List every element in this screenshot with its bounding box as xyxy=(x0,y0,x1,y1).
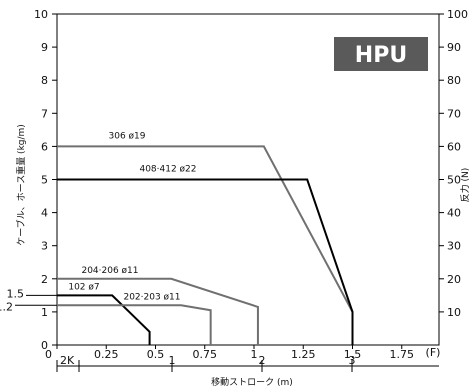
y-tick-label-right-30: 30 xyxy=(447,240,461,253)
y-tick-label-right-10: 10 xyxy=(447,306,461,319)
x-tick-label-f-0-5: 0.5 xyxy=(147,348,165,361)
y-tick-label-right-20: 20 xyxy=(447,273,461,286)
y-tick-label-right-50: 50 xyxy=(447,174,461,187)
x-tick-label-f-1-75: 1.75 xyxy=(390,348,415,361)
series-line-3 xyxy=(57,294,151,345)
hpu-badge-text: HPU xyxy=(355,43,407,68)
x-tick-label-m-1: 1 xyxy=(169,354,176,367)
y-tick-label-left-6: 6 xyxy=(41,140,48,153)
x-tick-label-m-2: 2 xyxy=(259,354,266,367)
y-tick-label-left-10: 10 xyxy=(34,8,48,21)
x-tick-label-m-2K: 2K xyxy=(60,354,75,367)
y-tick-label-left-1-5: 1.5 xyxy=(7,287,25,300)
x-tick-label-f-0-25: 0.25 xyxy=(94,348,119,361)
series-label-1: 408·412 ø22 xyxy=(139,165,196,175)
y-tick-label-left-2: 2 xyxy=(41,273,48,286)
y-tick-label-left-1-2: 1.2 xyxy=(0,300,13,313)
y-tick-label-left-5: 5 xyxy=(41,174,48,187)
x-tick-label-f-0-75: 0.75 xyxy=(193,348,218,361)
series-label-2: 204·206 ø11 xyxy=(81,266,138,276)
y-axis-title-right: 反力 (N) xyxy=(459,168,471,203)
series-label-3: 102 ø7 xyxy=(68,282,99,292)
y-tick-label-right-60: 60 xyxy=(447,140,461,153)
y-tick-label-left-9: 9 xyxy=(41,41,48,54)
series-label-4: 202·203 ø11 xyxy=(123,292,180,302)
x-axis-title: 移動ストローク (m) xyxy=(211,376,293,387)
x-tick-label-f-1: 1 xyxy=(251,348,258,361)
series-line-1 xyxy=(57,178,354,345)
chart-marks: 011.21.523456789101020304050607080901000… xyxy=(0,8,468,372)
y-tick-label-left-3: 3 xyxy=(41,240,48,253)
x-tick-label-f-1-5: 1.5 xyxy=(344,348,362,361)
hpu-badge: HPU xyxy=(334,37,428,71)
y-tick-label-right-70: 70 xyxy=(447,107,461,120)
x-tick-label-m-3: 3 xyxy=(349,354,356,367)
series-label-0: 306 ø19 xyxy=(109,131,146,141)
y-tick-label-left-7: 7 xyxy=(41,107,48,120)
y-tick-label-left-8: 8 xyxy=(41,74,48,87)
y-axis-title-left: ケーブル、ホース重量 (kg/m) xyxy=(15,124,27,246)
x-tick-label-f-1-25: 1.25 xyxy=(291,348,316,361)
y-tick-label-left-1: 1 xyxy=(41,306,48,319)
y-tick-label-left-4: 4 xyxy=(41,207,48,220)
y-tick-label-left-0: 0 xyxy=(41,339,48,352)
x-tick-label-f-0: 0 xyxy=(45,348,52,361)
y-tick-label-right-80: 80 xyxy=(447,74,461,87)
y-tick-label-right-90: 90 xyxy=(447,41,461,54)
series-line-4 xyxy=(57,304,212,345)
x-unit-label: (F) xyxy=(426,346,441,359)
series-line-2 xyxy=(57,277,259,345)
y-tick-label-right-40: 40 xyxy=(447,207,461,220)
y-tick-label-right-100: 100 xyxy=(447,8,468,21)
